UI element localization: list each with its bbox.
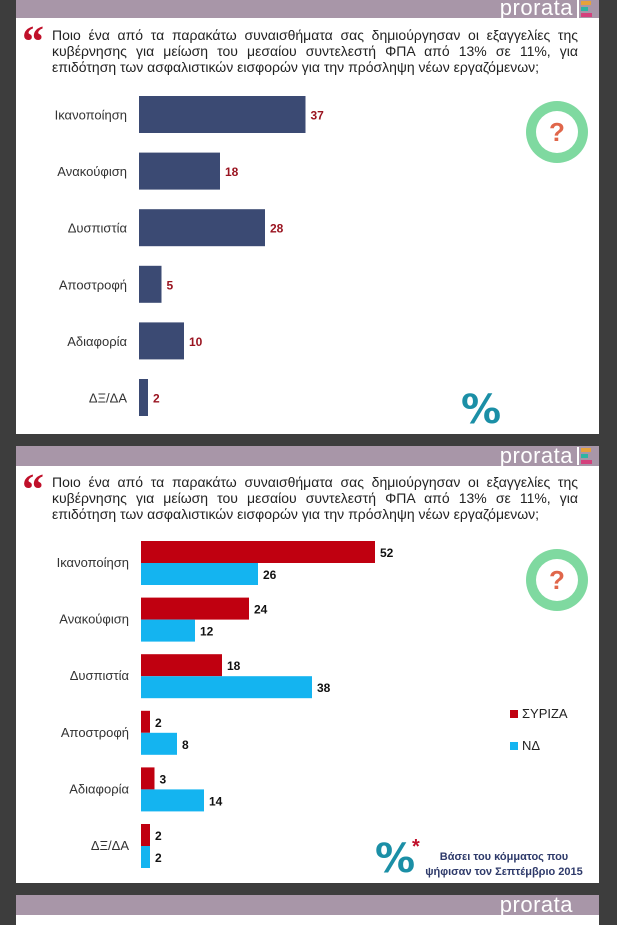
slide-1: prorata “ Ποιο ένα από τα παρακάτω συναι… (16, 0, 599, 434)
bar-1-4 (141, 789, 204, 812)
brand-logo: prorata (499, 446, 573, 468)
prorata-logo-mark-icon (577, 447, 592, 465)
question-bubble-icon: ? (526, 101, 588, 163)
legend-swatch-nd (510, 742, 518, 750)
left-double-quote-icon: “ (22, 465, 44, 514)
bar-0-3 (141, 710, 150, 733)
category-label-1: Ανακούφιση (59, 612, 129, 627)
category-label-0: Ικανοποίηση (55, 108, 127, 123)
category-label-4: Αδιαφορία (67, 334, 127, 349)
category-label-2: Δυσπιστία (70, 668, 130, 683)
chart-2: Ικανοποίηση 52 26 Ανακούφιση 24 12 Δυσπιστία 18… (57, 541, 394, 868)
bar-1-0 (141, 563, 258, 585)
category-label-5: ΔΞ/ΔΑ (91, 838, 129, 853)
data-label-3: 5 (167, 278, 174, 292)
bar-0-5 (141, 824, 150, 846)
data-label-1-2: 38 (317, 681, 331, 695)
prorata-logo-mark-icon (577, 0, 592, 18)
category-label-3: Αποστροφή (59, 277, 127, 292)
bar-0-4 (141, 767, 155, 790)
bar-0-1 (141, 597, 249, 620)
data-label-5: 2 (153, 392, 160, 406)
category-label-3: Αποστροφή (61, 725, 129, 740)
legend-label-nd: ΝΔ (522, 738, 541, 753)
svg-text:?: ? (549, 565, 565, 595)
data-label-4: 10 (189, 335, 203, 349)
header-bar: prorata (16, 895, 599, 917)
chart-1: Ικανοποίηση 37 Ανακούφιση 18 Δυσπιστία 28 Αποσ… (55, 96, 325, 416)
note-asterisk: * (412, 836, 420, 858)
data-label-2: 28 (270, 222, 284, 236)
legend-item-syriza: ΣΥΡΙΖΑ (510, 706, 568, 721)
percent-icon: % (461, 387, 502, 433)
category-label-0: Ικανοποίηση (57, 555, 129, 570)
left-double-quote-icon: “ (22, 17, 44, 66)
footnote-text: Βάσει του κόμματος που ψήφισαν τον Σεπτέ… (425, 851, 583, 878)
data-label-0: 37 (311, 109, 325, 123)
category-label-5: ΔΞ/ΔΑ (89, 391, 127, 406)
bar-0 (139, 96, 306, 133)
svg-text:?: ? (549, 117, 565, 147)
bar-1-1 (141, 619, 195, 642)
bar-1-5 (141, 846, 150, 868)
brand-logo: prorata (499, 0, 573, 20)
bar-0-2 (141, 654, 222, 677)
data-label-0-5: 2 (155, 829, 162, 843)
data-label-0-1: 24 (254, 603, 268, 617)
question-text: Ποιο ένα από τα παρακάτω συναισθήματα σα… (52, 474, 578, 522)
legend-swatch-syriza (510, 710, 518, 718)
header-bar: prorata (16, 446, 599, 468)
bar-3 (139, 265, 162, 303)
data-label-1-5: 2 (155, 851, 162, 865)
data-label-1: 18 (225, 165, 239, 179)
question-bubble-icon: ? (526, 549, 588, 611)
data-label-0-2: 18 (227, 659, 241, 673)
slide-2: prorata “ Ποιο ένα από τα παρακάτω συναι… (16, 446, 599, 883)
bar-1-2 (141, 676, 312, 699)
data-label-1-1: 12 (200, 625, 214, 639)
bar-1-3 (141, 732, 177, 755)
bar-2 (139, 209, 265, 247)
data-label-1-0: 26 (263, 568, 277, 582)
brand-logo: prorata (499, 895, 573, 917)
category-label-2: Δυσπιστία (68, 221, 128, 236)
percent-icon: % (375, 836, 416, 882)
data-label-0-0: 52 (380, 546, 394, 560)
data-label-1-4: 14 (209, 794, 223, 808)
question-text: Ποιο ένα από τα παρακάτω συναισθήματα σα… (52, 27, 578, 75)
bar-1 (139, 152, 220, 190)
data-label-0-3: 2 (155, 716, 162, 730)
data-label-1-3: 8 (182, 738, 189, 752)
category-label-1: Ανακούφιση (57, 164, 127, 179)
header-bar: prorata (16, 0, 599, 20)
category-label-4: Αδιαφορία (69, 781, 129, 796)
slide-3: prorata (16, 895, 599, 925)
bar-0-0 (141, 541, 375, 563)
data-label-0-4: 3 (160, 772, 167, 786)
bar-4 (139, 322, 184, 360)
bar-5 (139, 379, 148, 416)
legend-item-nd: ΝΔ (510, 738, 540, 753)
legend-label-syriza: ΣΥΡΙΖΑ (522, 706, 568, 721)
